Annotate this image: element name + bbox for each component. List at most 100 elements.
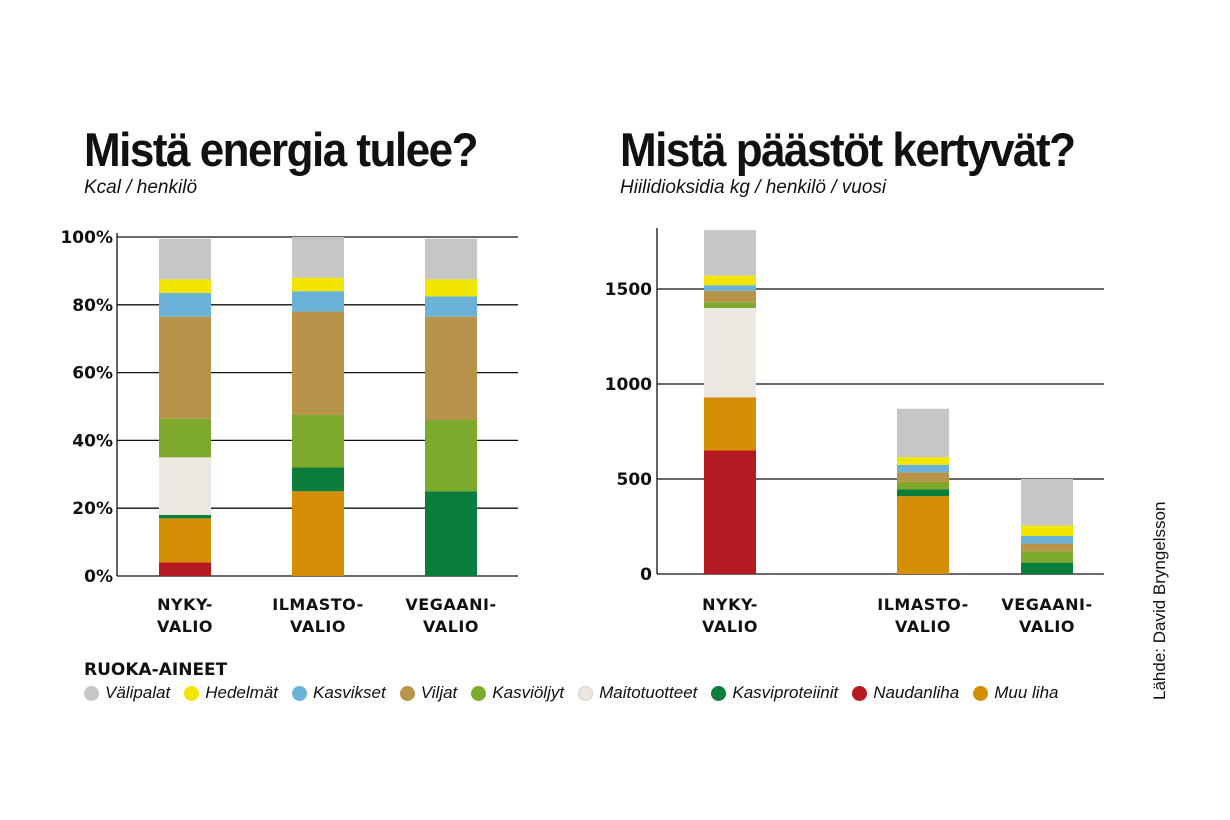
emissions-bar-segment-kasviöljyt [1021, 551, 1073, 563]
legend-label: Välipalat [105, 683, 171, 702]
energy-category-label: VALIO [157, 617, 213, 636]
energy-ytick-label: 40% [72, 431, 113, 451]
legend-label: Kasviproteiinit [732, 683, 839, 702]
emissions-category-label: VEGAANI- [1001, 595, 1092, 614]
legend-swatch-icon [578, 685, 594, 701]
energy-bar-segment-kasviproteiinit [159, 514, 211, 519]
emissions-bar-segment-maitotuotteet [704, 308, 756, 398]
emissions-bar-segment-hedelmät [704, 275, 756, 286]
energy-bar-segment-kasviproteiinit [425, 491, 477, 576]
legend-label: Naudanliha [873, 683, 960, 702]
legend-item-naudanliha: Naudanliha [852, 683, 959, 703]
energy-bar-segment-kasviöljyt [159, 418, 211, 458]
legend-item-maitotuotteet: Maitotuotteet [578, 683, 697, 703]
emissions-bar-segment-viljat [704, 290, 756, 303]
emissions-category-label: VALIO [1019, 617, 1075, 636]
legend: Välipalat Hedelmät Kasvikset Viljat Kasviölj… [84, 683, 1058, 703]
energy-bar-segment-viljat [292, 311, 344, 415]
energy-bar-segment-hedelmät [425, 279, 477, 297]
energy-bar-segment-kasvikset [159, 292, 211, 317]
legend-swatch-icon [399, 685, 415, 701]
energy-bar-segment-kasviproteiinit [292, 467, 344, 492]
emissions-bar-segment-välipalat [1021, 479, 1073, 526]
legend-label: Hedelmät [205, 683, 278, 702]
energy-bar-segment-välipalat [425, 238, 477, 280]
emissions-category-label: ILMASTO- [877, 595, 968, 614]
energy-bar-segment-naudanliha [159, 562, 211, 576]
legend-item-muu-liha: Muu liha [973, 683, 1058, 703]
emissions-bar-segment-viljat [897, 472, 949, 482]
emissions-category-label: VALIO [895, 617, 951, 636]
legend-item-kasviproteiinit: Kasviproteiinit [711, 683, 838, 703]
energy-bar-segment-muu-liha [292, 491, 344, 576]
energy-bar-segment-kasvikset [292, 291, 344, 312]
energy-bar-segment-välipalat [159, 238, 211, 280]
emissions-bar-segment-muu-liha [897, 496, 949, 574]
energy-bar-segment-viljat [425, 316, 477, 421]
emissions-ytick-label: 1500 [605, 280, 652, 300]
energy-bar-segment-muu-liha [159, 518, 211, 563]
chart-subtitle-energy: Kcal / henkilö [84, 177, 198, 198]
emissions-ytick-label: 500 [617, 470, 653, 490]
emissions-bar-segment-hedelmät [897, 457, 949, 465]
emissions-bar-segment-kasvikset [897, 464, 949, 473]
emissions-bar-segment-muu-liha [704, 397, 756, 451]
legend-label: Kasviöljyt [492, 683, 565, 702]
legend-label: Kasvikset [312, 683, 386, 702]
energy-category-label: NYKY- [157, 595, 213, 614]
energy-bar-segment-kasviöljyt [425, 420, 477, 492]
emissions-bar-segment-kasvikset [1021, 536, 1073, 544]
energy-bar-segment-viljat [159, 316, 211, 419]
legend-swatch-icon [184, 685, 200, 701]
emissions-ytick-label: 0 [640, 565, 652, 585]
energy-ytick-label: 20% [72, 499, 113, 519]
chart-subtitle-emissions: Hiilidioksidia kg / henkilö / vuosi [620, 177, 887, 198]
legend-label: Maitotuotteet [599, 683, 698, 702]
chart-title-energy: Mistä energia tulee? [84, 123, 479, 177]
energy-bar-segment-välipalat [292, 237, 344, 278]
emissions-bar-segment-viljat [1021, 543, 1073, 552]
energy-bar-segment-maitotuotteet [159, 457, 211, 515]
legend-swatch-icon [84, 685, 99, 701]
emissions-category-label: VALIO [702, 617, 758, 636]
energy-bar-segment-kasvikset [425, 296, 477, 317]
legend-label: Viljat [420, 683, 458, 702]
legend-swatch-icon [291, 685, 307, 701]
energy-category-label: VEGAANI- [405, 595, 496, 614]
legend-swatch-icon [852, 685, 868, 701]
legend-swatch-icon [471, 685, 487, 701]
energy-bar-segment-kasviöljyt [292, 414, 344, 468]
energy-category-label: VALIO [423, 617, 479, 636]
emissions-bar-segment-välipalat [704, 230, 756, 276]
emissions-category-label: NYKY- [702, 595, 758, 614]
legend-item-välipalat: Välipalat [84, 683, 170, 703]
legend-item-kasviöljyt: Kasviöljyt [471, 683, 564, 703]
legend-item-viljat: Viljat [399, 683, 458, 703]
energy-category-label: VALIO [290, 617, 346, 636]
energy-ytick-label: 60% [72, 364, 113, 384]
emissions-bar-segment-kasviproteiinit [897, 489, 949, 497]
emissions-bar-segment-hedelmät [1021, 525, 1073, 536]
emissions-ytick-label: 1000 [605, 375, 652, 395]
energy-bar-segment-hedelmät [292, 277, 344, 292]
source-credit: Lähde: David Bryngelsson [1150, 501, 1169, 700]
emissions-bar-segment-kasviöljyt [704, 302, 756, 308]
legend-swatch-icon [973, 685, 989, 701]
legend-item-hedelmät: Hedelmät [184, 683, 278, 703]
emissions-bar-segment-kasvikset [704, 285, 756, 291]
emissions-bar-segment-naudanliha [704, 450, 756, 574]
legend-item-kasvikset: Kasvikset [291, 683, 386, 703]
legend-swatch-icon [711, 685, 727, 701]
chart-title-emissions: Mistä päästöt kertyvät? [620, 123, 1076, 177]
energy-bar-segment-hedelmät [159, 279, 211, 293]
energy-ytick-label: 0% [84, 567, 113, 587]
energy-ytick-label: 80% [72, 296, 113, 316]
emissions-bar-segment-välipalat [897, 408, 949, 458]
emissions-bar-segment-kasviproteiinit [1021, 562, 1073, 574]
emissions-bar-segment-kasviöljyt [897, 481, 949, 490]
legend-label: Muu liha [994, 683, 1059, 702]
energy-ytick-label: 100% [60, 228, 113, 248]
energy-category-label: ILMASTO- [272, 595, 363, 614]
legend-title: RUOKA-AINEET [84, 660, 228, 680]
